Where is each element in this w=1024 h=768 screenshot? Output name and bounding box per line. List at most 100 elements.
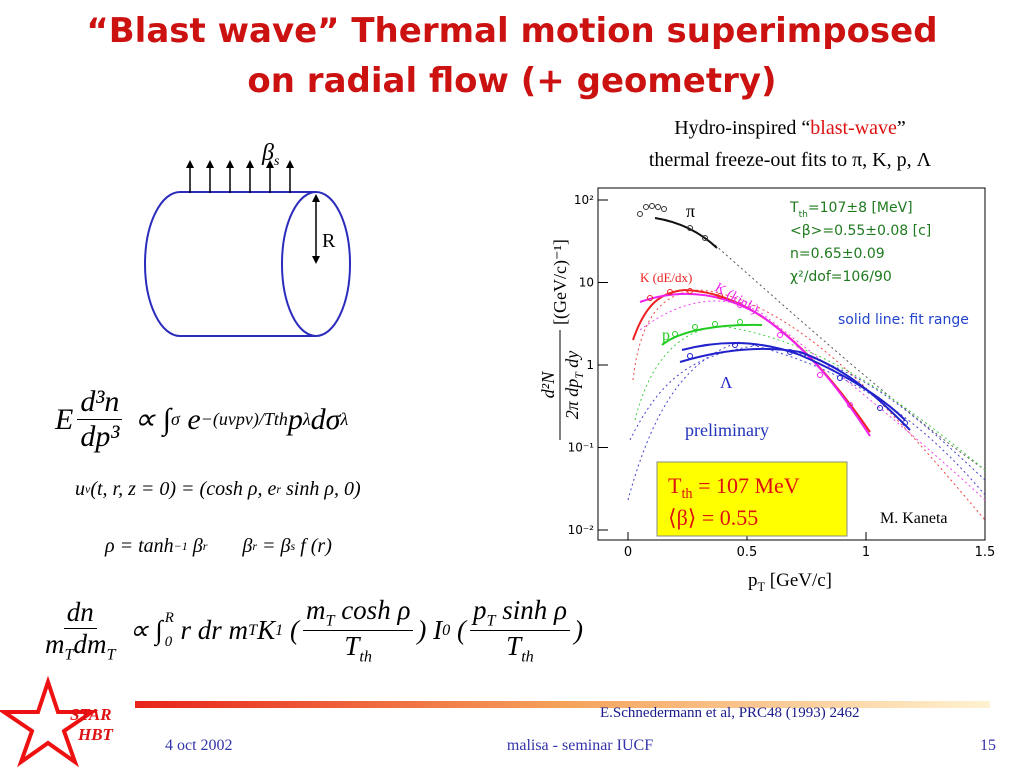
y-axis-label: d²N 2π dpT dy [(GeV/c)⁻¹]: [538, 239, 586, 440]
text-part: = 107 MeV: [693, 473, 800, 498]
title: “Blast wave” Thermal motion superimposed…: [86, 11, 937, 101]
eq-text: ) I: [417, 615, 443, 646]
logo-text: STAR: [70, 705, 112, 724]
decoration: [672, 319, 743, 337]
eq-text: ∝ ∫: [126, 403, 171, 436]
logo-text: HBT: [77, 725, 114, 744]
eq-sub: r: [252, 539, 258, 553]
eq-sub: r: [202, 539, 208, 553]
data-point: [787, 349, 793, 355]
eq-text: (: [450, 615, 466, 646]
data-point: [847, 402, 853, 408]
eq-text: (: [283, 615, 299, 646]
eq-sub: s: [290, 539, 296, 553]
eq-text: dp³: [80, 420, 120, 453]
decoration: [186, 160, 320, 264]
species-label: π: [686, 201, 695, 221]
text-part: ⟨β⟩ = 0.55: [668, 505, 758, 530]
footer-page: 15: [980, 737, 996, 754]
fit-line: χ²/dof=106/90: [790, 269, 892, 285]
eq-denominator: mTdmT: [42, 629, 119, 664]
eq-text: K: [257, 615, 276, 646]
y-label-num: d²N: [538, 371, 558, 398]
eq-text: e: [179, 402, 201, 436]
decoration: [687, 342, 908, 426]
x-tick-label: 0: [624, 545, 632, 560]
text-part: χ²/dof=106/90: [790, 269, 892, 285]
decoration: [737, 302, 853, 408]
eq-sub: th: [521, 647, 534, 666]
data-point: [667, 289, 673, 295]
eq-sup: ν: [85, 482, 91, 496]
eq-text: m: [45, 629, 65, 660]
data-point: [732, 342, 738, 348]
text-part: p: [748, 570, 758, 591]
eq-numerator: dn: [63, 597, 97, 630]
data-point: [737, 319, 743, 325]
data-point: [661, 206, 667, 212]
eq-text: p: [472, 595, 487, 625]
eq-denominator: Tth: [341, 631, 375, 666]
footer-date: 4 oct 2002: [165, 737, 233, 754]
species-label: Λ: [720, 373, 733, 392]
eq-text: sinh ρ: [495, 595, 567, 625]
eq-text: β: [207, 535, 253, 557]
extrapolations: [627, 244, 986, 521]
data-point: [737, 302, 743, 308]
y-label-den: 2π dpT dy: [562, 351, 586, 420]
decoration: [681, 342, 906, 421]
decoration: [714, 244, 986, 471]
eq-numerator: pT sinh ρ: [469, 595, 570, 632]
eq-sub: T: [248, 621, 258, 640]
data-point: [687, 353, 693, 359]
data-points: [637, 203, 908, 426]
decoration: [632, 289, 986, 521]
cyl-back: [144, 191, 181, 337]
eq-text: dn: [66, 597, 94, 628]
eq-fraction: pT sinh ρ Tth: [469, 595, 570, 667]
eq-sub: 1: [275, 621, 284, 640]
fit-line: <β>=0.55±0.08 [c]: [790, 223, 931, 239]
data-point: [702, 235, 708, 241]
result-line: Tth = 107 MeV: [668, 473, 800, 502]
data-point: [837, 375, 843, 381]
eq-fraction: d³n dp³: [77, 385, 123, 454]
y-tick-label: 10: [579, 276, 594, 290]
y-tick-label: 10⁻²: [568, 523, 595, 537]
fit-line: n=0.65±0.09: [790, 246, 885, 262]
data-point: [637, 211, 643, 217]
fit-results: Tth=107±8 [MeV] <β>=0.55±0.08 [c] n=0.65±0…: [789, 200, 931, 285]
data-point: [902, 420, 908, 426]
cyl-face: [281, 191, 351, 337]
eq-limit: R: [164, 610, 174, 627]
eq-text: cosh ρ: [334, 595, 411, 625]
title-line: on radial flow (+ geometry): [247, 61, 776, 101]
caption: Hydro-inspired “blast-wave”: [674, 117, 906, 139]
eq-text: (t, r, z = 0) = (cosh ρ, e: [90, 478, 277, 500]
plot-labels: π K (dE/dx) K (kink) p Λ preliminary sol…: [640, 201, 969, 537]
preliminary: preliminary: [685, 420, 769, 440]
data-point: [712, 321, 718, 327]
text-part: T: [668, 473, 682, 498]
decoration: [679, 347, 911, 431]
eq-text: dσ: [310, 402, 341, 436]
axis-ticks: 00.511.522.5310²10110⁻¹10⁻²: [568, 193, 996, 560]
text-part: 2π dp: [562, 379, 582, 420]
species-label: p: [662, 327, 670, 344]
result: Tth = 107 MeV ⟨β⟩ = 0.55: [668, 473, 800, 530]
x-tick-label: 1: [862, 545, 870, 560]
plot-frame: [597, 187, 986, 541]
eq-text: u: [75, 478, 85, 500]
fit-line: Tth=107±8 [MeV]: [789, 200, 913, 220]
data-point: [877, 405, 883, 411]
decoration: blast-wave: [810, 117, 897, 139]
eq-sub: T: [106, 645, 116, 664]
result-line: ⟨β⟩ = 0.55: [668, 505, 758, 530]
text-part: =107±8 [MeV]: [808, 200, 913, 216]
text-part: T: [573, 371, 586, 379]
eq-text: d³n: [80, 385, 120, 418]
eq-text: ∝ ∫: [122, 615, 163, 646]
